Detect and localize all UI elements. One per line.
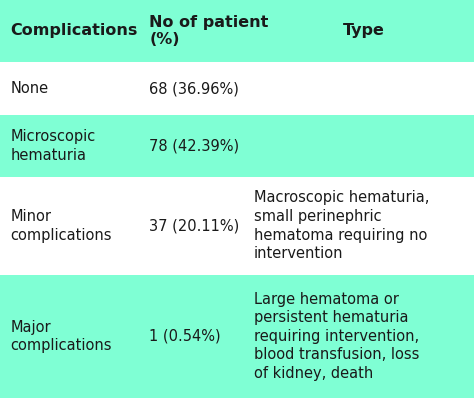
- Text: No of patient
(%): No of patient (%): [149, 15, 269, 47]
- Bar: [0, 0, 474, 62]
- Text: Microscopic
hematuria: Microscopic hematuria: [10, 129, 96, 163]
- Text: Macroscopic hematuria,
small perinephric
hematoma requiring no
intervention: Macroscopic hematuria, small perinephric…: [254, 191, 429, 261]
- Bar: [0, 275, 474, 398]
- Text: 1 (0.54%): 1 (0.54%): [149, 329, 221, 344]
- Bar: [0, 62, 474, 115]
- Text: Major
complications: Major complications: [10, 320, 112, 353]
- Text: Type: Type: [343, 23, 385, 38]
- Text: 37 (20.11%): 37 (20.11%): [149, 219, 239, 233]
- Text: Minor
complications: Minor complications: [10, 209, 112, 243]
- Text: Complications: Complications: [10, 23, 138, 38]
- Bar: [0, 115, 474, 177]
- Text: None: None: [10, 81, 48, 96]
- Text: 68 (36.96%): 68 (36.96%): [149, 81, 239, 96]
- Text: 78 (42.39%): 78 (42.39%): [149, 139, 239, 154]
- Text: Large hematoma or
persistent hematuria
requiring intervention,
blood transfusion: Large hematoma or persistent hematuria r…: [254, 292, 419, 381]
- Bar: [0, 177, 474, 275]
